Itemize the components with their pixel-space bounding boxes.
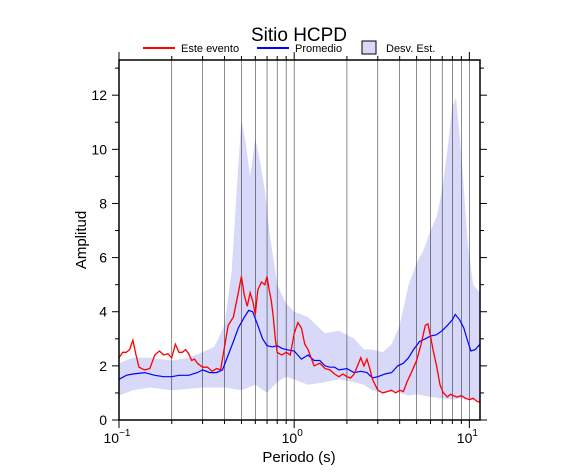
x-tick-label: 10−1	[104, 428, 131, 446]
y-axis: 0 2 4 6 8 10 12	[91, 87, 107, 428]
y-tick-label: 0	[99, 412, 107, 428]
y-tick-label: 6	[99, 250, 107, 266]
std-deviation-band	[119, 97, 480, 402]
y-tick-label: 4	[99, 304, 107, 320]
plot-area	[112, 52, 487, 428]
series-line-promedio	[118, 309, 481, 380]
grid-lines	[118, 60, 470, 420]
legend: Este evento Promedio Desv. Est.	[143, 40, 435, 55]
legend-swatch-desv-est	[361, 40, 377, 55]
y-tick-label: 2	[99, 358, 107, 374]
y-axis-label: Amplitud	[73, 211, 90, 269]
series-line-este-evento	[118, 276, 481, 404]
y-tick-label: 10	[91, 141, 107, 157]
chart-title: Sitio HCPD	[251, 25, 347, 46]
plot-frame	[118, 59, 481, 421]
legend-label-promedio: Promedio	[295, 43, 342, 55]
legend-label-desv-est: Desv. Est.	[386, 43, 435, 55]
legend-label-este-evento: Este evento	[181, 43, 239, 55]
x-tick-label: 100	[282, 428, 304, 446]
y-tick-label: 12	[91, 87, 107, 103]
y-tick-label: 8	[99, 195, 107, 211]
x-axis-label: Periodo (s)	[262, 449, 335, 466]
x-tick-label: 101	[457, 428, 479, 446]
x-axis: 10−1 100 101	[104, 428, 479, 446]
